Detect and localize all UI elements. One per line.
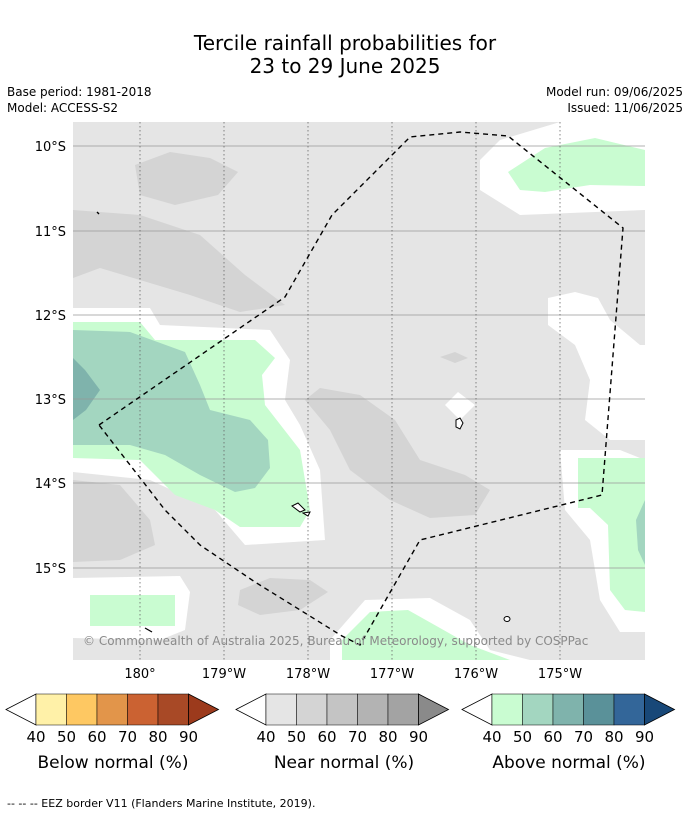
lat-label-11S: 11°S xyxy=(35,225,66,240)
colorbar-above-segment-70 xyxy=(583,693,615,726)
colorbar-near-tick-50: 50 xyxy=(287,728,306,746)
base-period: Base period: 1981-2018 xyxy=(7,85,152,99)
lon-label-175W: 175°W xyxy=(538,667,582,682)
lat-label-10S: 10°S xyxy=(35,140,66,155)
colorbar-above-under-arrow xyxy=(461,693,493,726)
colorbar-near-over-arrow xyxy=(418,693,450,726)
colorbar-above-tick-70: 70 xyxy=(574,728,593,746)
longitude-gridlines xyxy=(139,122,561,660)
colorbar-near-segment-70 xyxy=(357,693,389,726)
island-3 xyxy=(301,511,311,517)
island-4 xyxy=(503,616,511,622)
lon-label-177W: 177°W xyxy=(370,667,414,682)
near-normal-50-patch-2 xyxy=(73,210,285,312)
title-line-2: 23 to 29 June 2025 xyxy=(249,54,441,78)
no-signal-region-north xyxy=(73,122,645,215)
colorbar-above-over-arrow xyxy=(644,693,676,726)
colorbar-above-segment-60 xyxy=(552,693,584,726)
lon-label-180: 180° xyxy=(124,667,155,682)
model-name: Model: ACCESS-S2 xyxy=(7,101,119,115)
colorbar-below-segment-80 xyxy=(157,693,189,726)
colorbar-near-segment-40 xyxy=(265,693,297,726)
colorbar-near-tick-60: 60 xyxy=(317,728,336,746)
title-line-1: Tercile rainfall probabilities for xyxy=(193,31,497,55)
colorbar-label-above: Above normal (%) xyxy=(492,753,646,773)
map-panel: © Commonwealth of Australia 2025, Bureau… xyxy=(73,122,645,660)
lat-label-12S: 12°S xyxy=(35,309,66,324)
colorbar-above-tick-80: 80 xyxy=(604,728,623,746)
latitude-gridlines xyxy=(73,145,645,569)
eez-border xyxy=(96,131,624,646)
copyright-notice: © Commonwealth of Australia 2025, Bureau… xyxy=(83,634,588,648)
near-normal-50-patch-4 xyxy=(73,480,155,562)
colorbar-near-tick-40: 40 xyxy=(256,728,275,746)
lon-label-178W: 178°W xyxy=(286,667,330,682)
lon-label-179W: 179°W xyxy=(202,667,246,682)
colorbar-below-tick-40: 40 xyxy=(26,728,45,746)
colorbar-above-tick-60: 60 xyxy=(543,728,562,746)
colorbar-below-over-arrow xyxy=(188,693,220,726)
near-normal-50-patch-1 xyxy=(135,152,238,205)
colorbar-above: 40 50 60 70 80 90 xyxy=(461,693,676,746)
eez-border-fragment xyxy=(144,627,153,633)
colorbar-label-near: Near normal (%) xyxy=(273,753,415,773)
colorbar-above-tick-90: 90 xyxy=(635,728,654,746)
colorbar-above-tick-40: 40 xyxy=(482,728,501,746)
longitude-labels: 180° 179°W 178°W 177°W 176°W 175°W xyxy=(124,667,582,682)
island-1 xyxy=(455,417,464,430)
above-normal-40-southwest xyxy=(90,595,175,626)
colorbar-near-segment-80 xyxy=(387,693,419,726)
colorbar-near-under-arrow xyxy=(235,693,267,726)
eez-footnote: -- -- -- EEZ border V11 (Flanders Marine… xyxy=(7,797,316,810)
colorbar-below-segment-50 xyxy=(66,693,98,726)
colorbars: 40 50 60 70 80 90 40 50 60 70 80 90 40 50 60 70 80 90 xyxy=(5,693,676,746)
colorbar-near-tick-90: 90 xyxy=(409,728,428,746)
colorbar-below-tick-70: 70 xyxy=(118,728,137,746)
above-normal-40-northeast xyxy=(508,138,645,192)
colorbar-near-tick-80: 80 xyxy=(378,728,397,746)
model-run: Model run: 09/06/2025 xyxy=(545,85,683,99)
latitude-labels: 10°S 11°S 12°S 13°S 14°S 15°S xyxy=(35,140,66,577)
colorbar-below: 40 50 60 70 80 90 xyxy=(5,693,220,746)
lat-label-13S: 13°S xyxy=(35,393,66,408)
colorbar-below-under-arrow xyxy=(5,693,37,726)
colorbar-below-tick-50: 50 xyxy=(57,728,76,746)
colorbar-above-segment-50 xyxy=(522,693,554,726)
issued-date: Issued: 11/06/2025 xyxy=(567,101,683,115)
no-signal-region-east xyxy=(548,292,645,440)
colorbar-above-segment-80 xyxy=(613,693,645,726)
lat-label-14S: 14°S xyxy=(35,477,66,492)
above-normal-60-west xyxy=(73,358,100,420)
above-normal-50-west xyxy=(73,330,270,492)
near-normal-50-patch-5 xyxy=(238,578,328,615)
colorbar-label-below: Below normal (%) xyxy=(37,753,189,773)
colorbar-below-segment-70 xyxy=(127,693,159,726)
colorbar-near: 40 50 60 70 80 90 xyxy=(235,693,450,746)
above-normal-40-east xyxy=(578,458,645,612)
lat-label-15S: 15°S xyxy=(35,562,66,577)
colorbar-below-tick-90: 90 xyxy=(179,728,198,746)
colorbar-below-segment-60 xyxy=(96,693,128,726)
colorbar-below-tick-60: 60 xyxy=(87,728,106,746)
above-normal-50-east xyxy=(636,500,645,565)
colorbar-below-segment-40 xyxy=(35,693,67,726)
colorbar-near-tick-70: 70 xyxy=(348,728,367,746)
near-normal-50-patch-6 xyxy=(440,352,468,363)
colorbar-near-segment-50 xyxy=(296,693,328,726)
near-normal-50-patch-3 xyxy=(305,388,490,518)
colorbar-near-segment-60 xyxy=(326,693,358,726)
lon-label-176W: 176°W xyxy=(454,667,498,682)
island-2 xyxy=(291,502,306,513)
colorbar-above-segment-40 xyxy=(491,693,523,726)
colorbar-below-tick-80: 80 xyxy=(148,728,167,746)
above-normal-40-south xyxy=(342,610,510,660)
colorbar-above-tick-50: 50 xyxy=(513,728,532,746)
